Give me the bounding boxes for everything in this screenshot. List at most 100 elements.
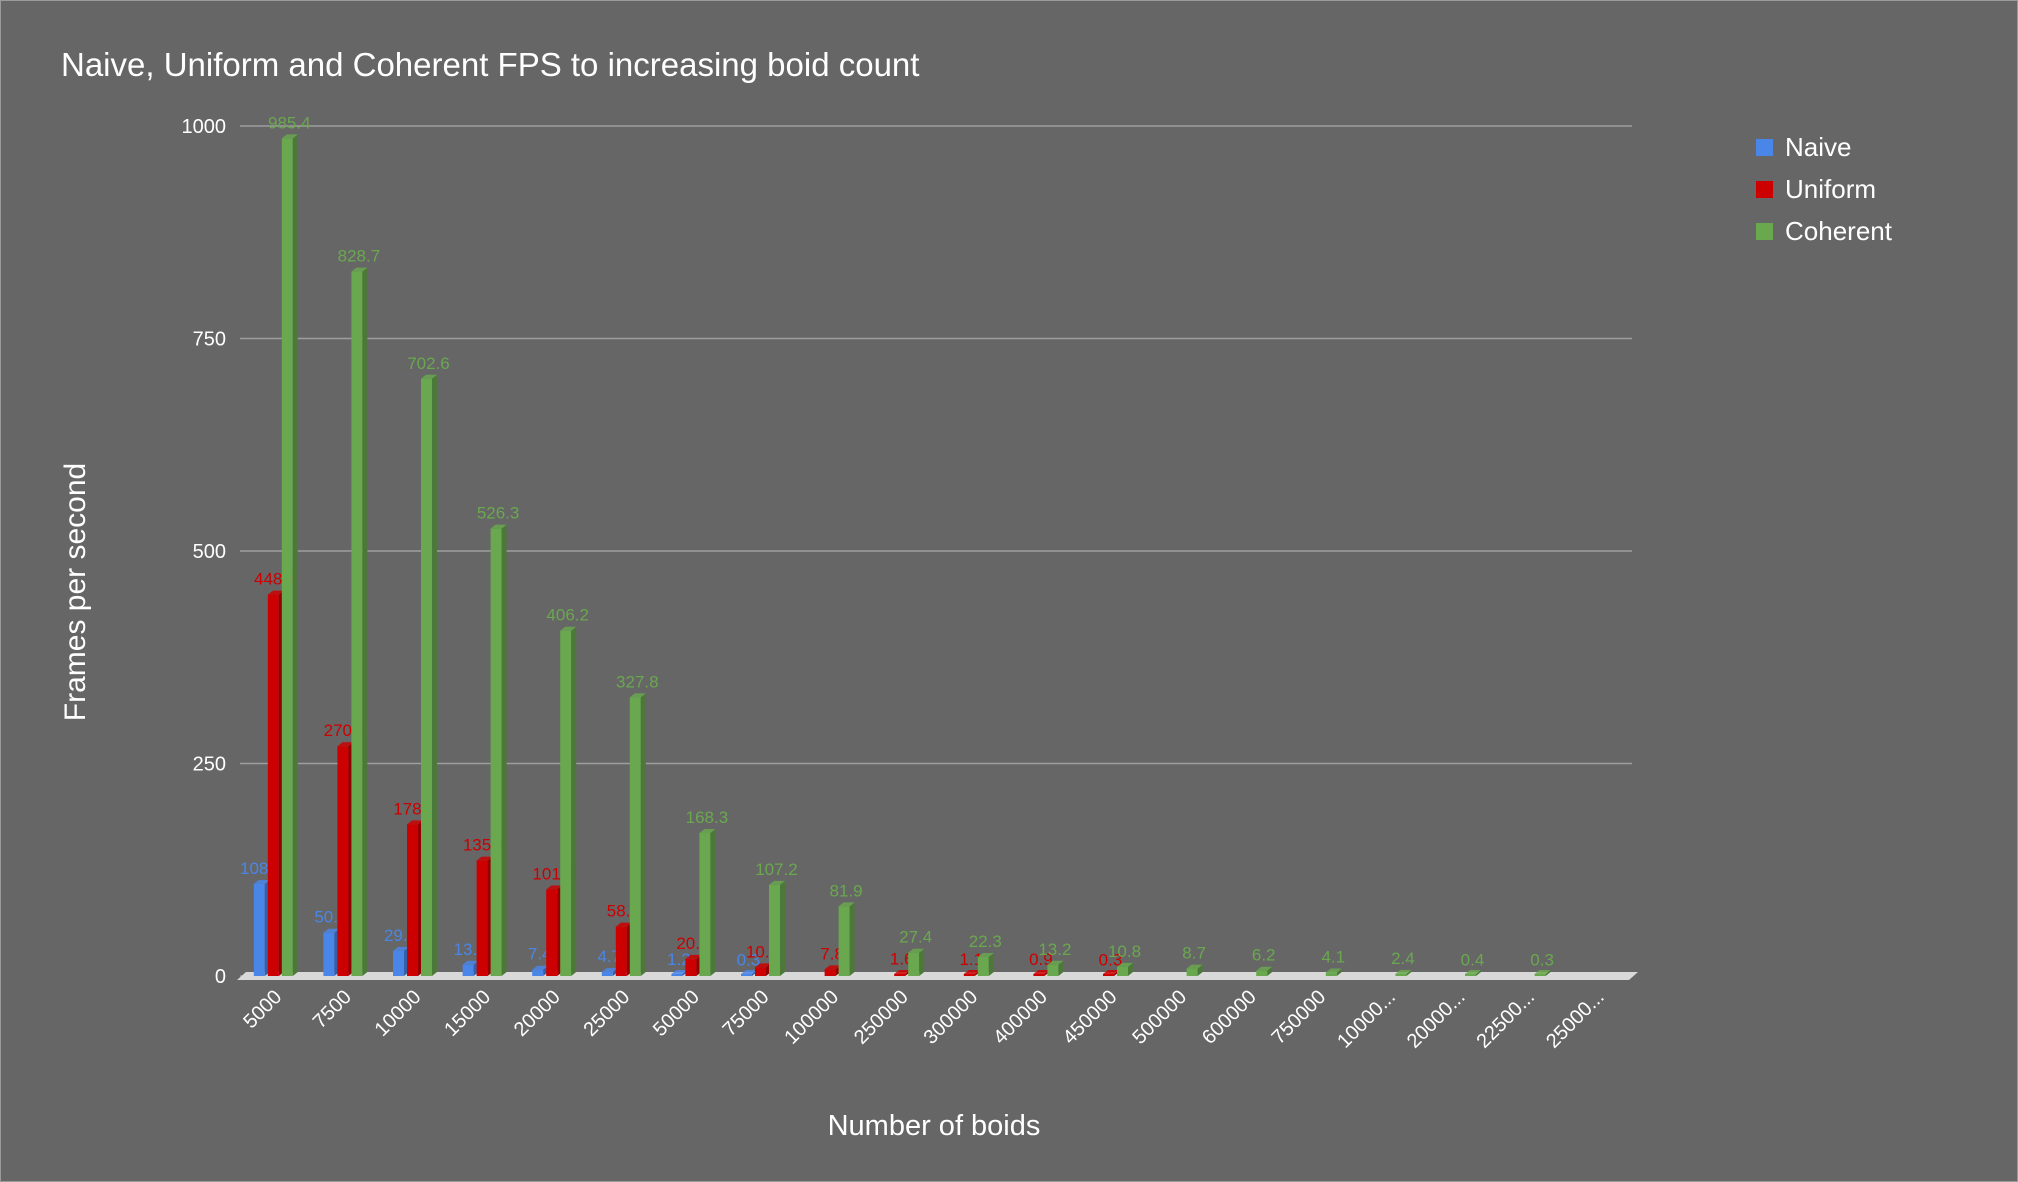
data-label-coherent: 327.8 [616,672,659,691]
bar-top-naive [741,970,757,974]
bar-coherent [1186,968,1198,976]
bar-side-coherent [1267,966,1273,976]
x-tick-label: 750000 [1268,986,1331,1049]
y-tick-label: 500 [193,541,226,563]
data-label-coherent: 0.4 [1461,951,1485,970]
bar-top-naive [601,968,618,973]
bar-coherent [1395,973,1407,976]
bar-top-naive [253,879,270,884]
bar-uniform [615,926,627,976]
bar-top-coherent [560,626,577,631]
bar-coherent [351,271,363,977]
bar-top-coherent [1395,969,1412,974]
data-label-coherent: 406.2 [546,606,589,625]
bar-top-uniform [894,970,911,974]
x-tick-label: 100000 [780,986,843,1049]
bar-top-coherent [908,948,925,953]
legend-item-naive[interactable]: Naive [1756,126,1892,168]
bar-side-coherent [1197,964,1203,976]
bar-side-coherent [1476,970,1481,976]
bar-side-coherent [849,902,855,976]
data-label-uniform: 0.9 [1029,950,1053,969]
bar-coherent [838,906,850,976]
bar-coherent [629,697,641,976]
bar-uniform [894,974,906,976]
bar-uniform [546,889,558,976]
bar-top-uniform [755,963,771,968]
bar-top-coherent [838,902,855,907]
bar-side-coherent [988,953,994,976]
bar-uniform [1103,974,1114,976]
bar-uniform [685,958,697,976]
bar-naive [393,950,404,976]
x-tick-label: 20000 [510,986,565,1041]
bar-top-uniform [615,922,632,927]
bar-top-naive [532,965,549,970]
bar-top-coherent [769,880,785,885]
x-axis-title: Number of boids [827,1110,1041,1142]
y-tick-label: 750 [193,329,226,351]
bar-side-coherent [1058,960,1064,976]
data-label-naive: 4.7 [597,947,621,966]
bar-side-coherent [1406,969,1412,976]
bar-top-naive [323,928,340,933]
bar-top-uniform [824,965,841,970]
bar-side-coherent [919,948,925,976]
bar-coherent [699,832,711,976]
bar-coherent [1534,974,1546,976]
legend-swatch-coherent [1756,222,1773,240]
bar-top-coherent [1465,970,1481,974]
x-tick-label: 400000 [989,986,1052,1049]
x-tick-label: 10000 [371,986,426,1041]
data-label-naive: 0.3 [737,951,761,970]
data-label-coherent: 22.3 [969,932,1002,951]
bar-coherent [1325,972,1337,976]
bar-top-uniform [267,590,284,595]
x-tick-label: 50000 [649,986,704,1041]
chart-title: Naive, Uniform and Coherent FPS to incre… [61,46,920,83]
data-label-coherent: 6.2 [1252,946,1276,965]
bar-side-coherent [292,134,298,976]
bar-uniform [407,824,418,976]
data-label-coherent: 702.6 [407,354,450,373]
data-label-coherent: 27.4 [899,928,932,947]
bar-side-coherent [1336,968,1342,976]
bar-top-coherent [629,693,646,698]
bar-side-coherent [432,374,437,976]
legend-swatch-naive [1756,138,1773,156]
legend-label-uniform: Uniform [1785,173,1877,204]
bar-coherent [1256,970,1268,976]
x-tick-label: 25000... [1542,986,1609,1053]
data-label-naive: 7.4 [528,945,552,964]
bar-naive [253,883,265,976]
legend-swatch-uniform [1756,180,1773,198]
data-label-naive: 1.2 [667,950,691,969]
bar-coherent [560,630,572,976]
bar-coherent [281,138,293,976]
bar-top-coherent [1117,962,1133,967]
bar-side-coherent [710,828,716,976]
data-label-coherent: 107.2 [755,860,798,879]
x-tick-label: 20000... [1403,986,1470,1053]
legend-item-coherent[interactable]: Coherent [1756,210,1892,252]
data-label-coherent: 2.4 [1391,949,1415,968]
data-label-coherent: 81.9 [830,881,863,900]
data-label-coherent: 985.4 [268,113,311,132]
legend-label-naive: Naive [1785,131,1852,162]
data-label-uniform: 1.6 [890,950,914,969]
x-tick-label: 75000 [719,986,774,1041]
bar-top-naive [671,970,688,974]
y-tick-label: 0 [215,966,226,988]
bar-top-coherent [1186,964,1203,969]
data-label-coherent: 8.7 [1182,944,1206,963]
bar-coherent [977,957,989,976]
bar-side-coherent [501,524,507,976]
x-tick-label: 500000 [1128,986,1191,1049]
bar-naive [671,974,683,976]
bar-top-uniform [1033,970,1050,974]
data-label-coherent: 526.3 [477,504,520,523]
bar-uniform [963,974,975,976]
bar-top-coherent [281,134,298,139]
legend-item-uniform[interactable]: Uniform [1756,168,1892,210]
